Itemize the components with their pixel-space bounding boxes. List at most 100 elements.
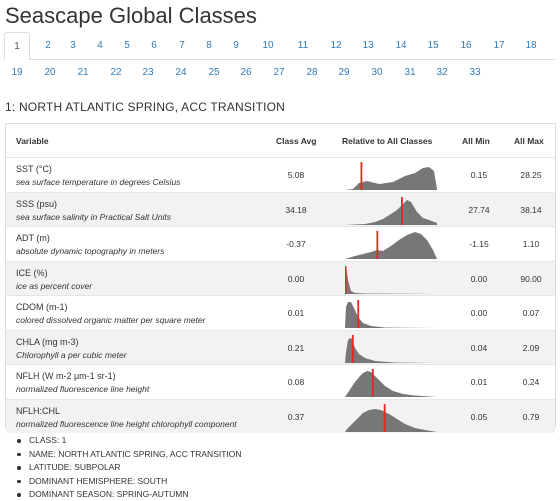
density-sparkline: [345, 403, 437, 432]
density-sparkline: [345, 162, 437, 190]
tab-3[interactable]: 3: [70, 40, 76, 51]
table-row: ADT (m) absolute dynamic topography in me…: [6, 226, 555, 261]
density-sparkline: [345, 265, 437, 294]
variable-name: SST (°C): [16, 164, 52, 174]
tab-9[interactable]: 9: [233, 40, 239, 51]
tab-5[interactable]: 5: [124, 40, 130, 51]
table-row: NFLH (W m-2 μm-1 sr-1) normalized fluores…: [6, 364, 555, 399]
variable-description: colored dissolved organic matter per squ…: [16, 315, 206, 325]
density-area: [345, 371, 437, 397]
variable-name: CHLA (mg m-3): [16, 336, 79, 347]
table-row: SSS (psu) sea surface salinity in Practic…: [6, 191, 555, 226]
tab-26[interactable]: 26: [240, 67, 252, 78]
tab-22[interactable]: 22: [110, 67, 122, 78]
class-avg-value: 0.21: [287, 342, 305, 353]
variable-name: NFLH:CHL: [16, 405, 61, 416]
tab-28[interactable]: 28: [306, 67, 318, 78]
all-max-value: 0.07: [522, 308, 540, 318]
tab-18[interactable]: 18: [525, 40, 537, 51]
all-min-value: 27.74: [468, 204, 490, 215]
variable-name: ICE (%): [16, 267, 48, 278]
density-area: [345, 302, 437, 328]
variable-description: absolute dynamic topography in meters: [16, 246, 165, 256]
tab-6[interactable]: 6: [151, 40, 157, 51]
variable-name: ADT (m): [16, 233, 50, 243]
tab-8[interactable]: 8: [206, 40, 212, 51]
all-min-value: 0.00: [470, 273, 488, 284]
tab-25[interactable]: 25: [208, 67, 220, 78]
tab-24[interactable]: 24: [175, 67, 187, 78]
tab-11[interactable]: 11: [297, 40, 309, 51]
density-sparkline: [345, 196, 437, 225]
tab-2[interactable]: 2: [45, 40, 51, 51]
variable-name: SSS (psu): [16, 198, 58, 209]
tab-23[interactable]: 23: [142, 67, 154, 78]
detail-item: DOMINANT SEASON: SPRING-AUTUMN: [17, 488, 242, 501]
tab-31[interactable]: 31: [404, 67, 416, 78]
tab-7[interactable]: 7: [179, 40, 185, 51]
variable-description: normalized fluorescence line height chlo…: [16, 418, 237, 429]
header-all-min: All Min: [462, 136, 490, 146]
density-area: [345, 199, 437, 225]
tab-32[interactable]: 32: [436, 67, 448, 78]
density-sparkline: [345, 300, 437, 328]
tab-14[interactable]: 14: [395, 40, 407, 51]
variable-name: NFLH (W m-2 μm-1 sr-1): [16, 371, 116, 381]
tab-4[interactable]: 4: [97, 40, 103, 51]
tab-30[interactable]: 30: [371, 67, 383, 78]
detail-item: NAME: NORTH ATLANTIC SPRING, ACC TRANSIT…: [17, 448, 242, 462]
all-max-value: 90.00: [520, 273, 542, 284]
detail-item: DOMINANT HEMISPHERE: SOUTH: [17, 475, 242, 489]
density-area: [345, 232, 437, 259]
variable-name: CDOM (m-1): [16, 302, 68, 312]
table-row: ICE (%) ice as percent cover 0.00 0.00 90.00: [6, 260, 555, 295]
tab-21[interactable]: 21: [77, 67, 89, 78]
tab-20[interactable]: 20: [44, 67, 56, 78]
detail-item: CLASS: 1: [17, 434, 242, 448]
density-sparkline: [345, 369, 437, 397]
density-sparkline: [345, 334, 437, 363]
tab-27[interactable]: 27: [273, 67, 285, 78]
variables-table: Variable Class Avg Relative to All Class…: [5, 123, 556, 433]
tab-16[interactable]: 16: [460, 40, 472, 51]
all-min-value: 0.05: [470, 411, 488, 422]
tab-17[interactable]: 17: [493, 40, 505, 51]
tab-10[interactable]: 10: [262, 40, 274, 51]
class-avg-value: 0.00: [287, 273, 305, 284]
tab-19[interactable]: 19: [11, 67, 23, 78]
density-area: [345, 337, 437, 363]
class-avg-value: 0.37: [287, 411, 305, 422]
class-avg-value: 0.08: [287, 377, 305, 387]
tab-13[interactable]: 13: [362, 40, 374, 51]
tab-15[interactable]: 15: [427, 40, 439, 51]
header-all-max: All Max: [514, 136, 544, 146]
all-min-value: 0.15: [470, 170, 488, 180]
table-row: CDOM (m-1) colored dissolved organic matt…: [6, 295, 555, 330]
tab-12[interactable]: 12: [330, 40, 342, 51]
all-max-value: 2.09: [522, 342, 540, 353]
tab-1[interactable]: 1: [4, 32, 30, 60]
tabs-divider: [4, 59, 556, 60]
header-class-avg: Class Avg: [276, 136, 317, 146]
table-row: SST (°C) sea surface temperature in degre…: [6, 157, 555, 192]
variable-description: sea surface temperature in degrees Celsi…: [16, 177, 181, 187]
header-variable: Variable: [16, 136, 49, 146]
tab-29[interactable]: 29: [338, 67, 350, 78]
tab-33[interactable]: 33: [469, 67, 481, 78]
all-max-value: 0.24: [522, 377, 540, 387]
all-min-value: 0.01: [470, 377, 488, 387]
page-title: Seascape Global Classes: [5, 3, 257, 28]
all-max-value: 0.79: [522, 411, 540, 422]
class-avg-value: -0.37: [286, 239, 306, 249]
density-area: [345, 167, 437, 190]
class-tabs: 1 2 3 4 5 6 7 8 9 10 11 12 13 14 15 16 17 18 19 20 21 22 23 24 2…: [4, 32, 556, 90]
class-details: CLASS: 1 NAME: NORTH ATLANTIC SPRING, ACC…: [17, 434, 242, 501]
section-title: 1: NORTH ATLANTIC SPRING, ACC TRANSITION: [5, 100, 286, 114]
table-row: CHLA (mg m-3) Chlorophyll a per cubic met…: [6, 329, 555, 364]
all-min-value: 0.04: [470, 342, 488, 353]
class-avg-value: 5.08: [287, 170, 305, 180]
detail-item: LATITUDE: SUBPOLAR: [17, 461, 242, 475]
all-max-value: 38.14: [520, 204, 542, 215]
header-relative: Relative to All Classes: [342, 136, 433, 146]
variable-description: normalized fluorescence line height: [16, 384, 150, 394]
